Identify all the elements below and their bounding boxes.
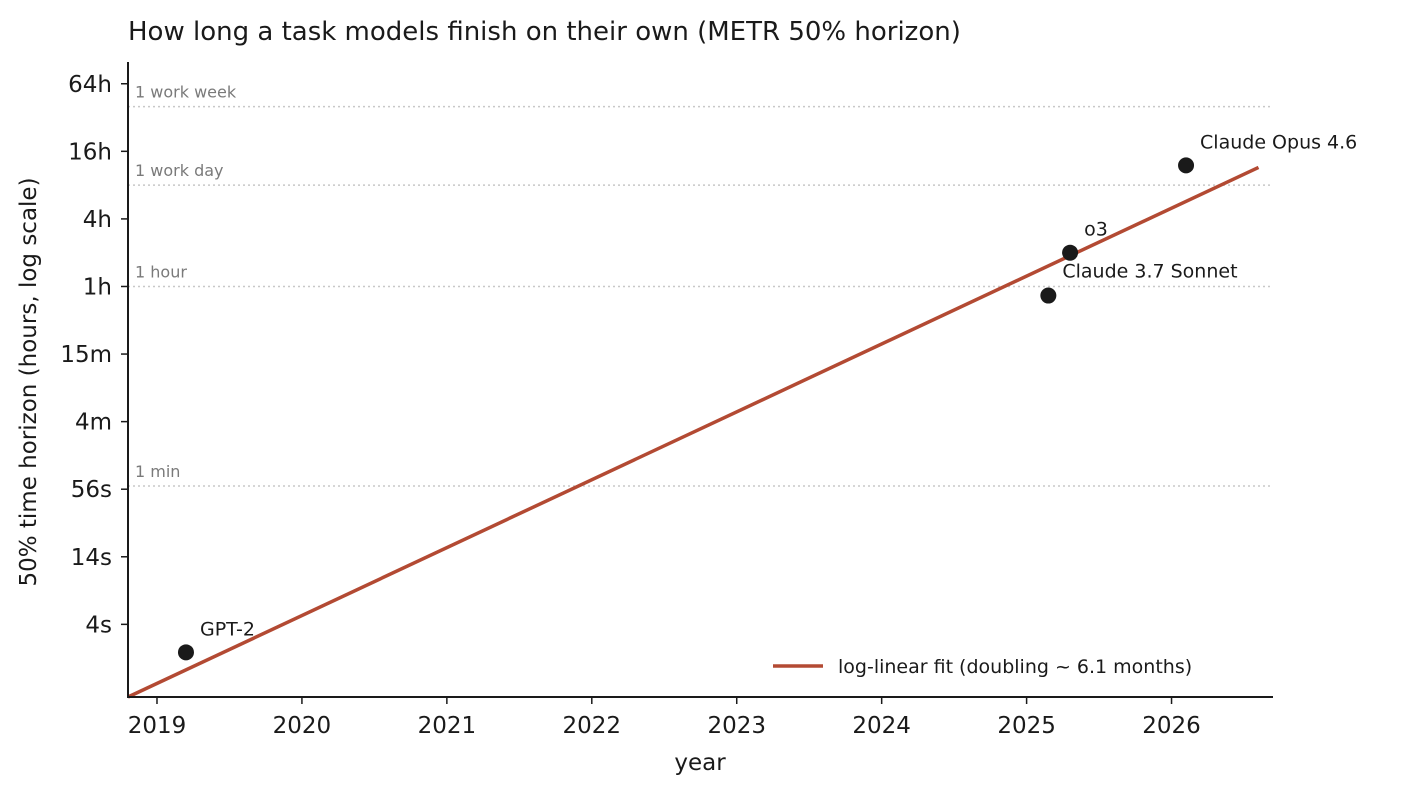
point-claude-opus-4-6 <box>1178 157 1195 174</box>
point-o3 <box>1062 244 1079 261</box>
point-label-claude-3-7-sonnet: Claude 3.7 Sonnet <box>1062 261 1237 283</box>
legend-label-fit: log-linear fit (doubling ~ 6.1 months) <box>838 656 1192 678</box>
reference-lines: 1 work week 1 work day 1 hour 1 min <box>128 83 1273 487</box>
x-tick-label-2020: 2020 <box>273 713 332 739</box>
reference-label-1-min: 1 min <box>135 462 180 481</box>
y-tick-label-15m: 15m <box>60 342 112 368</box>
axes: 2019 2020 2021 2022 2023 2024 2025 2026 4s 14s 56s… <box>60 62 1273 739</box>
data-points: GPT-2 Claude 3.7 Sonnet o3 Claude Opus 4.6 <box>177 131 1357 661</box>
y-tick-label-64h: 64h <box>68 72 112 98</box>
x-tick-label-2019: 2019 <box>128 713 187 739</box>
y-tick-label-56s: 56s <box>71 477 112 503</box>
reference-label-1-work-day: 1 work day <box>135 161 224 180</box>
x-tick-label-2023: 2023 <box>707 713 766 739</box>
y-tick-label-1h: 1h <box>83 274 112 300</box>
y-tick-label-4m: 4m <box>75 410 112 436</box>
point-gpt-2 <box>177 644 194 661</box>
y-tick-label-14s: 14s <box>71 545 112 571</box>
x-tick-label-2024: 2024 <box>852 713 911 739</box>
point-label-claude-opus-4-6: Claude Opus 4.6 <box>1200 131 1357 153</box>
x-axis-label: year <box>674 750 726 776</box>
y-tick-label-16h: 16h <box>68 139 112 165</box>
chart-title: How long a task models finish on their o… <box>128 17 961 47</box>
point-claude-3-7-sonnet <box>1040 287 1057 304</box>
x-tick-label-2026: 2026 <box>1142 713 1201 739</box>
fit-line <box>127 165 1260 699</box>
y-tick-label-4h: 4h <box>83 207 112 233</box>
reference-label-1-hour: 1 hour <box>135 262 187 281</box>
x-tick-label-2021: 2021 <box>418 713 477 739</box>
x-tick-label-2025: 2025 <box>997 713 1056 739</box>
x-tick-label-2022: 2022 <box>563 713 622 739</box>
legend: log-linear fit (doubling ~ 6.1 months) <box>773 656 1192 678</box>
y-axis-label: 50% time horizon (hours, log scale) <box>16 177 42 586</box>
point-label-o3: o3 <box>1084 219 1108 241</box>
fit-line-layer <box>127 165 1260 699</box>
reference-label-1-work-week: 1 work week <box>135 83 237 102</box>
y-tick-label-4s: 4s <box>85 612 112 638</box>
point-label-gpt-2: GPT-2 <box>200 618 255 640</box>
